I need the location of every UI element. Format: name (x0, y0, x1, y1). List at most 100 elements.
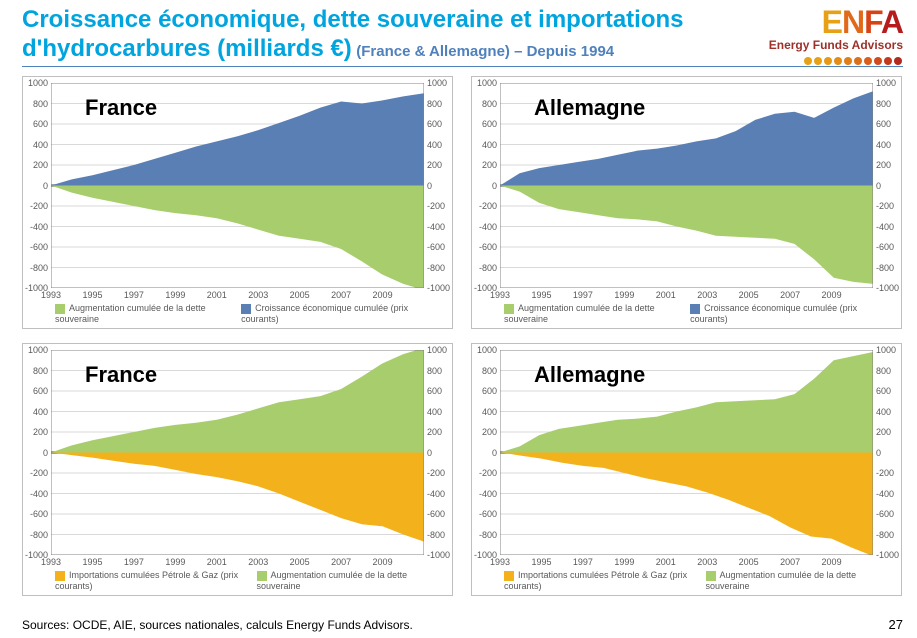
y-tick-label: -600 (30, 242, 48, 252)
y-tick-label: 1000 (876, 345, 896, 355)
slide-number: 27 (889, 617, 903, 632)
y-tick-label: 0 (43, 181, 48, 191)
x-tick-label: 1999 (614, 290, 634, 300)
x-tick-label: 2005 (290, 557, 310, 567)
y-tick-label: 400 (482, 140, 497, 150)
y-tick-label: 200 (427, 427, 442, 437)
y-tick-label: 0 (876, 181, 881, 191)
x-tick-label: 1997 (573, 557, 593, 567)
y-tick-label: 600 (33, 119, 48, 129)
x-tick-label: 1993 (490, 290, 510, 300)
y-tick-label: -1000 (427, 283, 450, 293)
y-tick-label: 200 (33, 427, 48, 437)
chart-country-label: Allemagne (534, 362, 645, 388)
legend-swatch (241, 304, 251, 314)
chart-panel: -1000-1000-800-800-600-600-400-400-200-2… (471, 343, 902, 596)
y-tick-label: -800 (30, 263, 48, 273)
x-tick-label: 1995 (531, 290, 551, 300)
chart-legend: Importations cumulées Pétrole & Gaz (pri… (55, 570, 424, 591)
y-tick-label: 200 (482, 160, 497, 170)
sources-note: Sources: OCDE, AIE, sources nationales, … (22, 618, 413, 632)
y-tick-label: 400 (427, 407, 442, 417)
y-tick-label: -200 (427, 468, 445, 478)
y-tick-label: 1000 (477, 78, 497, 88)
y-tick-label: -1000 (427, 550, 450, 560)
y-tick-label: 200 (876, 427, 891, 437)
legend-item: Croissance économique cumulée (prix cour… (241, 303, 424, 324)
y-tick-label: 400 (33, 140, 48, 150)
slide: Croissance économique, dette souveraine … (0, 0, 917, 638)
y-tick-label: 800 (33, 366, 48, 376)
x-tick-label: 1999 (165, 290, 185, 300)
x-tick-label: 2005 (739, 290, 759, 300)
legend-swatch (504, 304, 514, 314)
y-tick-label: 600 (876, 386, 891, 396)
y-tick-label: -1000 (876, 550, 899, 560)
y-tick-label: -600 (427, 242, 445, 252)
chart-country-label: Allemagne (534, 95, 645, 121)
y-tick-label: 1000 (477, 345, 497, 355)
x-tick-label: 2005 (739, 557, 759, 567)
x-tick-label: 2003 (697, 557, 717, 567)
x-tick-label: 1993 (490, 557, 510, 567)
y-tick-label: 1000 (28, 345, 48, 355)
x-tick-label: 1997 (124, 290, 144, 300)
y-tick-label: 800 (876, 99, 891, 109)
x-tick-label: 2009 (373, 290, 393, 300)
chart-panel: -1000-1000-800-800-600-600-400-400-200-2… (471, 76, 902, 329)
y-tick-label: -800 (427, 263, 445, 273)
legend-item: Augmentation cumulée de la dette souvera… (257, 570, 424, 591)
x-tick-label: 2007 (331, 557, 351, 567)
chart-country-label: France (85, 362, 157, 388)
chart-panel: -1000-1000-800-800-600-600-400-400-200-2… (22, 343, 453, 596)
y-tick-label: -200 (30, 201, 48, 211)
y-tick-label: -400 (876, 489, 894, 499)
x-tick-label: 2001 (207, 290, 227, 300)
y-tick-label: -400 (30, 489, 48, 499)
logo-dots (769, 52, 903, 70)
x-tick-label: 1999 (165, 557, 185, 567)
y-tick-label: -800 (427, 530, 445, 540)
x-tick-label: 2005 (290, 290, 310, 300)
y-tick-label: 0 (492, 448, 497, 458)
legend-swatch (504, 571, 514, 581)
y-tick-label: 0 (876, 448, 881, 458)
y-tick-label: -800 (479, 530, 497, 540)
y-tick-label: -800 (30, 530, 48, 540)
legend-item: Augmentation cumulée de la dette souvera… (504, 303, 678, 324)
y-tick-label: 800 (482, 99, 497, 109)
page-subtitle: (France & Allemagne) – Depuis 1994 (356, 43, 614, 60)
y-tick-label: 600 (427, 386, 442, 396)
y-tick-label: -200 (876, 468, 894, 478)
chart-panel: -1000-1000-800-800-600-600-400-400-200-2… (22, 76, 453, 329)
y-tick-label: -400 (30, 222, 48, 232)
y-tick-label: -400 (876, 222, 894, 232)
y-tick-label: -600 (30, 509, 48, 519)
y-tick-label: 800 (427, 99, 442, 109)
x-tick-label: 2001 (207, 557, 227, 567)
y-tick-label: -600 (876, 509, 894, 519)
y-tick-label: 800 (876, 366, 891, 376)
x-tick-label: 2007 (780, 290, 800, 300)
y-tick-label: 400 (427, 140, 442, 150)
y-tick-label: 600 (482, 386, 497, 396)
y-tick-label: 400 (482, 407, 497, 417)
y-tick-label: -600 (479, 509, 497, 519)
x-tick-label: 2007 (331, 290, 351, 300)
x-tick-label: 1995 (531, 557, 551, 567)
y-tick-label: -400 (427, 222, 445, 232)
x-tick-label: 2007 (780, 557, 800, 567)
title-block: Croissance économique, dette souveraine … (22, 6, 742, 64)
x-tick-label: 2009 (373, 557, 393, 567)
y-tick-label: 600 (427, 119, 442, 129)
logo-tagline: Energy Funds Advisors (769, 38, 903, 52)
charts-grid: -1000 -1000 -800 -800 -600 -600 -400 -400 -200 -2… (22, 76, 902, 596)
y-tick-label: -400 (427, 489, 445, 499)
y-tick-label: 800 (482, 366, 497, 376)
y-tick-label: 1000 (28, 78, 48, 88)
y-tick-label: 200 (876, 160, 891, 170)
y-tick-label: -200 (30, 468, 48, 478)
y-tick-label: 1000 (427, 78, 447, 88)
y-tick-label: 800 (33, 99, 48, 109)
y-tick-label: -800 (479, 263, 497, 273)
